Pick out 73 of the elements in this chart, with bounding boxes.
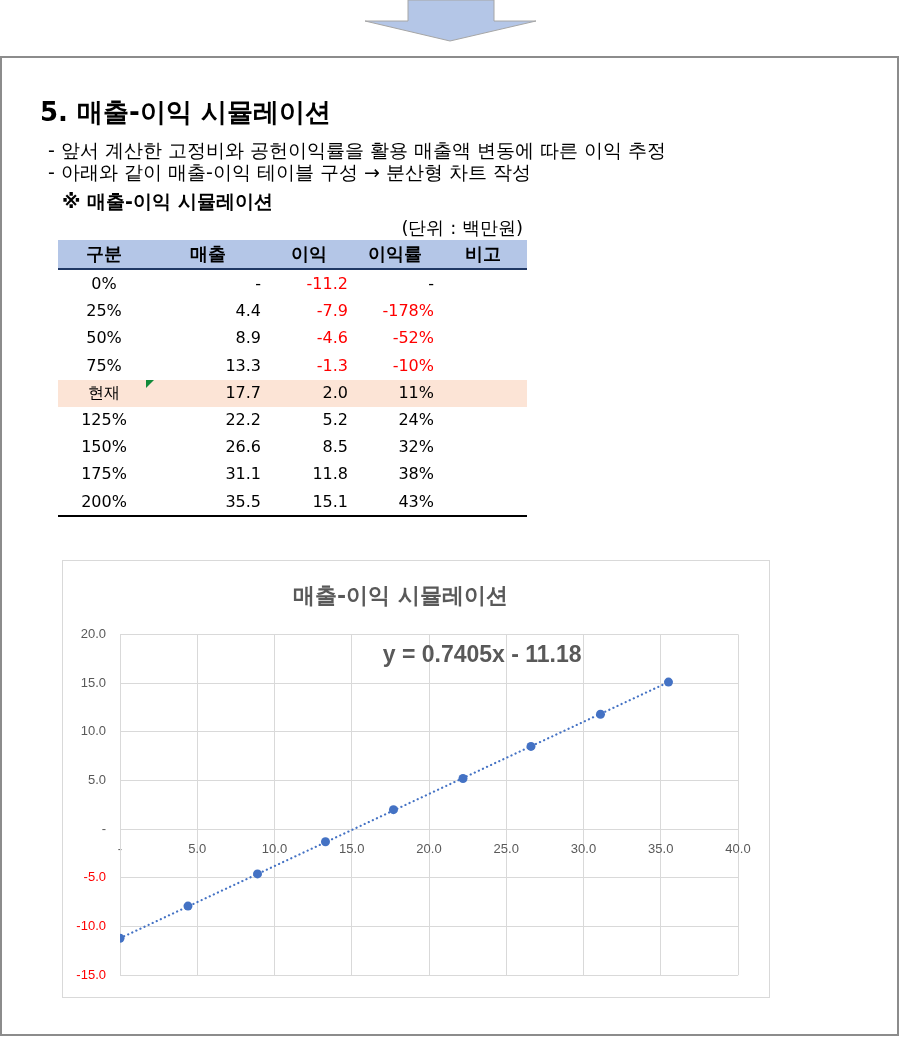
data-label: 43% (352, 487, 438, 516)
chart-title: 매출-이익 시뮬레이션 (293, 582, 508, 608)
x-tick-label: 40.0 (725, 840, 751, 856)
point (183, 901, 193, 911)
point (663, 677, 673, 687)
data-label: -52% (391, 327, 435, 350)
y-tick-label: 20.0 (80, 625, 106, 641)
x-tick-label: 30.0 (570, 840, 597, 856)
data-label: 17.7 (224, 381, 262, 404)
x-tick-label: 25.0 (493, 840, 519, 856)
y-tick-label: -10.0 (76, 918, 106, 934)
data-label: - (254, 273, 262, 295)
category-label: 200% (58, 487, 150, 516)
point (596, 709, 605, 719)
data-label: -4.6 (315, 327, 349, 350)
y-tick-label: - (101, 820, 106, 836)
data-label: -10% (391, 354, 435, 377)
x-tick-label: 5.0 (188, 840, 207, 856)
text: (단위 : 백만원) (401, 217, 523, 239)
data-label: 8.5 (321, 436, 349, 459)
y-tick-label: -15.0 (76, 966, 106, 982)
category-label: 125% (80, 409, 128, 431)
point (458, 774, 468, 784)
text: - 앞서 계산한 고정비와 공헌이익률을 활용 매출액 변동에 따른 이익 추정 (48, 139, 667, 161)
x-tick-label: 10.0 (261, 840, 288, 856)
y-tick-label: 15.0 (80, 674, 106, 690)
data-label: 26.6 (224, 436, 262, 459)
category-label: 25% (85, 300, 123, 323)
legend-label: 이익률 (352, 240, 438, 269)
data-label: 24% (397, 409, 435, 431)
data-label: 4.4 (234, 300, 262, 323)
data-label: 8.9 (234, 327, 262, 350)
category-label: 0% (90, 273, 118, 295)
point (526, 741, 536, 751)
data-label: 11% (397, 381, 435, 404)
category-label: 현재 (87, 381, 121, 404)
data-label: 32% (397, 436, 435, 459)
x-tick-label: 15.0 (339, 840, 365, 856)
y-tick-label: -5.0 (83, 869, 106, 885)
category-label: 50% (85, 327, 123, 350)
category-label: 175% (80, 463, 128, 486)
x-tick-label: - (117, 840, 123, 856)
point (388, 805, 398, 815)
data-label: 15.1 (265, 487, 352, 516)
text: - 아래와 같이 매출-이익 테이블 구성 → 분산형 차트 작성 (48, 161, 531, 183)
data-label: 13.3 (224, 354, 262, 377)
data-label: 31.1 (224, 463, 262, 486)
data-label: -1.3 (315, 354, 349, 377)
text: 구분 (58, 240, 150, 269)
data-label: 5.2 (321, 409, 349, 431)
data-label: 35.5 (150, 487, 265, 516)
data-label: 11.8 (311, 463, 349, 486)
data-label: 38% (397, 463, 435, 486)
category-label: 150% (80, 436, 128, 459)
annotation: y = 0.7405x - 11.18 (382, 640, 582, 667)
y-tick-label: 10.0 (80, 723, 106, 739)
data-label: -11.2 (305, 273, 349, 295)
text: ※ 매출-이익 시뮬레이션 (62, 190, 273, 212)
legend-label: 이익 (265, 240, 352, 269)
category-label: 75% (85, 354, 123, 377)
y-tick-label: 5.0 (87, 772, 106, 788)
text: 5. 매출-이익 시뮬레이션 (40, 96, 331, 128)
text: 비고 (438, 240, 527, 269)
data-label: - (427, 273, 435, 295)
data-label: 22.2 (224, 409, 262, 431)
x-tick-label: 20.0 (416, 840, 442, 856)
point (253, 869, 263, 879)
data-label: -7.9 (315, 300, 349, 323)
data-label: 2.0 (321, 381, 349, 404)
data-label: -178% (381, 300, 435, 323)
point (320, 837, 330, 847)
text: 매출 (150, 240, 265, 269)
x-tick-label: 35.0 (648, 840, 674, 856)
